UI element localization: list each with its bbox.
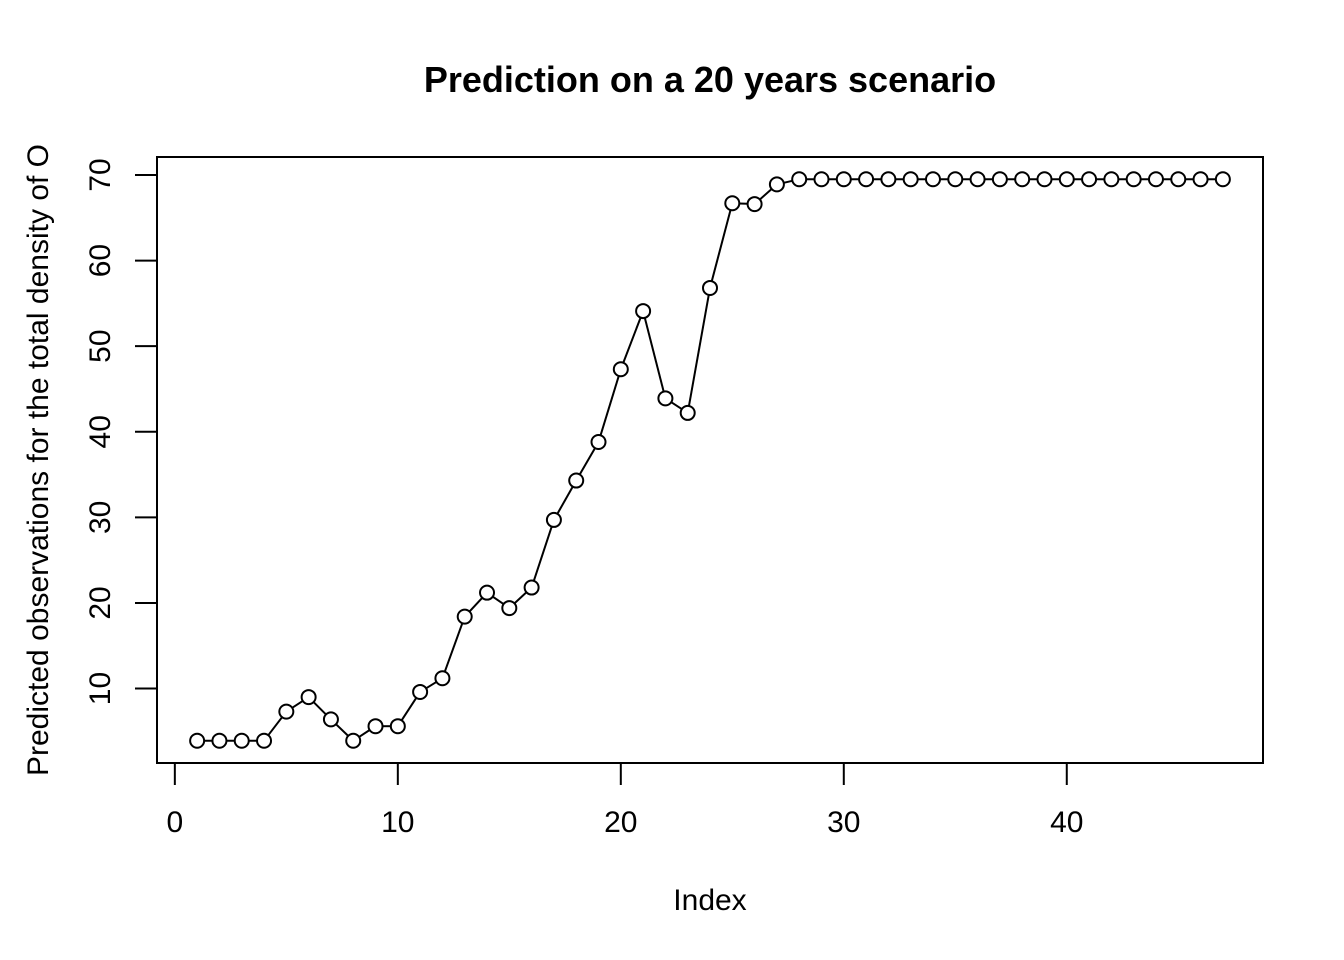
series-segment [443,622,464,673]
data-point [345,732,362,749]
y-tick-label: 50 [84,329,117,362]
series-segment [335,723,349,737]
data-point [702,279,718,296]
data-point [1058,171,1075,188]
x-tick-label: 0 [166,806,183,839]
series-segment [643,317,665,392]
y-tick-label: 30 [84,501,117,534]
x-tick-label: 10 [381,806,414,839]
data-point [924,171,941,188]
data-point [1147,171,1164,188]
x-axis-label: Index [673,884,746,917]
data-point [1170,171,1187,188]
data-point [434,670,451,687]
data-point [991,171,1008,188]
data-point [1014,171,1031,188]
data-point [969,171,986,188]
data-point [300,689,317,706]
series-segment [312,701,327,716]
data-point [947,171,964,188]
series-segment [492,595,505,605]
series-segment [425,681,437,690]
data-point [1214,171,1231,188]
data-point [322,711,339,728]
x-axis: 0 10 20 30 40 [166,762,1083,839]
series-segment [578,447,596,475]
y-tick-label: 10 [84,672,117,705]
x-tick-label: 20 [604,806,637,839]
series-segment [468,597,483,613]
y-tick-label: 20 [84,586,117,619]
series-segment [267,716,283,736]
data-point [389,718,406,735]
series-segment [710,209,732,282]
series-segment [358,729,371,738]
data-point [880,171,897,188]
data-point [256,732,273,749]
y-axis-label: Predicted observations for the total den… [22,144,55,776]
x-tick-label: 40 [1050,806,1083,839]
plot-frame [156,156,1264,764]
data-point [233,732,250,749]
data-point [746,196,763,213]
series-segment [556,486,574,515]
series-segment [513,591,528,605]
y-tick-label: 60 [84,244,117,277]
data-point [501,600,518,617]
data-point [1103,171,1120,188]
data-point [768,176,785,193]
series-segment [599,375,620,436]
data-point [724,195,741,212]
data-point [412,683,429,700]
data-point [1081,171,1098,188]
data-point [679,404,696,421]
series-segment [670,401,683,410]
series-group [189,171,1231,749]
series-segment [622,317,642,364]
data-point [635,303,652,320]
chart-title: Prediction on a 20 years scenario [424,59,996,100]
data-point [612,361,629,378]
series-segment [532,526,553,582]
data-point [657,390,674,407]
series-segment [759,188,773,201]
y-tick-label: 70 [84,158,117,191]
data-point [523,579,540,596]
data-point [568,472,585,489]
y-axis: 10 20 30 40 50 60 70 [84,158,158,705]
y-tick-label: 40 [84,415,117,448]
data-point [278,703,295,720]
data-point [479,584,496,601]
data-point [1036,171,1053,188]
data-point [1192,171,1209,188]
data-point [791,171,808,188]
data-point [545,511,562,528]
x-tick-label: 30 [827,806,860,839]
series-segment [400,697,418,721]
data-point [813,171,830,188]
data-point [590,434,607,451]
data-point [835,171,852,188]
data-point [211,732,228,749]
data-point [858,171,875,188]
data-point [1125,171,1142,188]
data-point [189,732,206,749]
series-segment [783,179,793,184]
data-point [902,171,919,188]
series-segment [291,700,304,709]
data-point [456,608,473,625]
series-segment [687,294,710,407]
data-point [367,718,384,735]
